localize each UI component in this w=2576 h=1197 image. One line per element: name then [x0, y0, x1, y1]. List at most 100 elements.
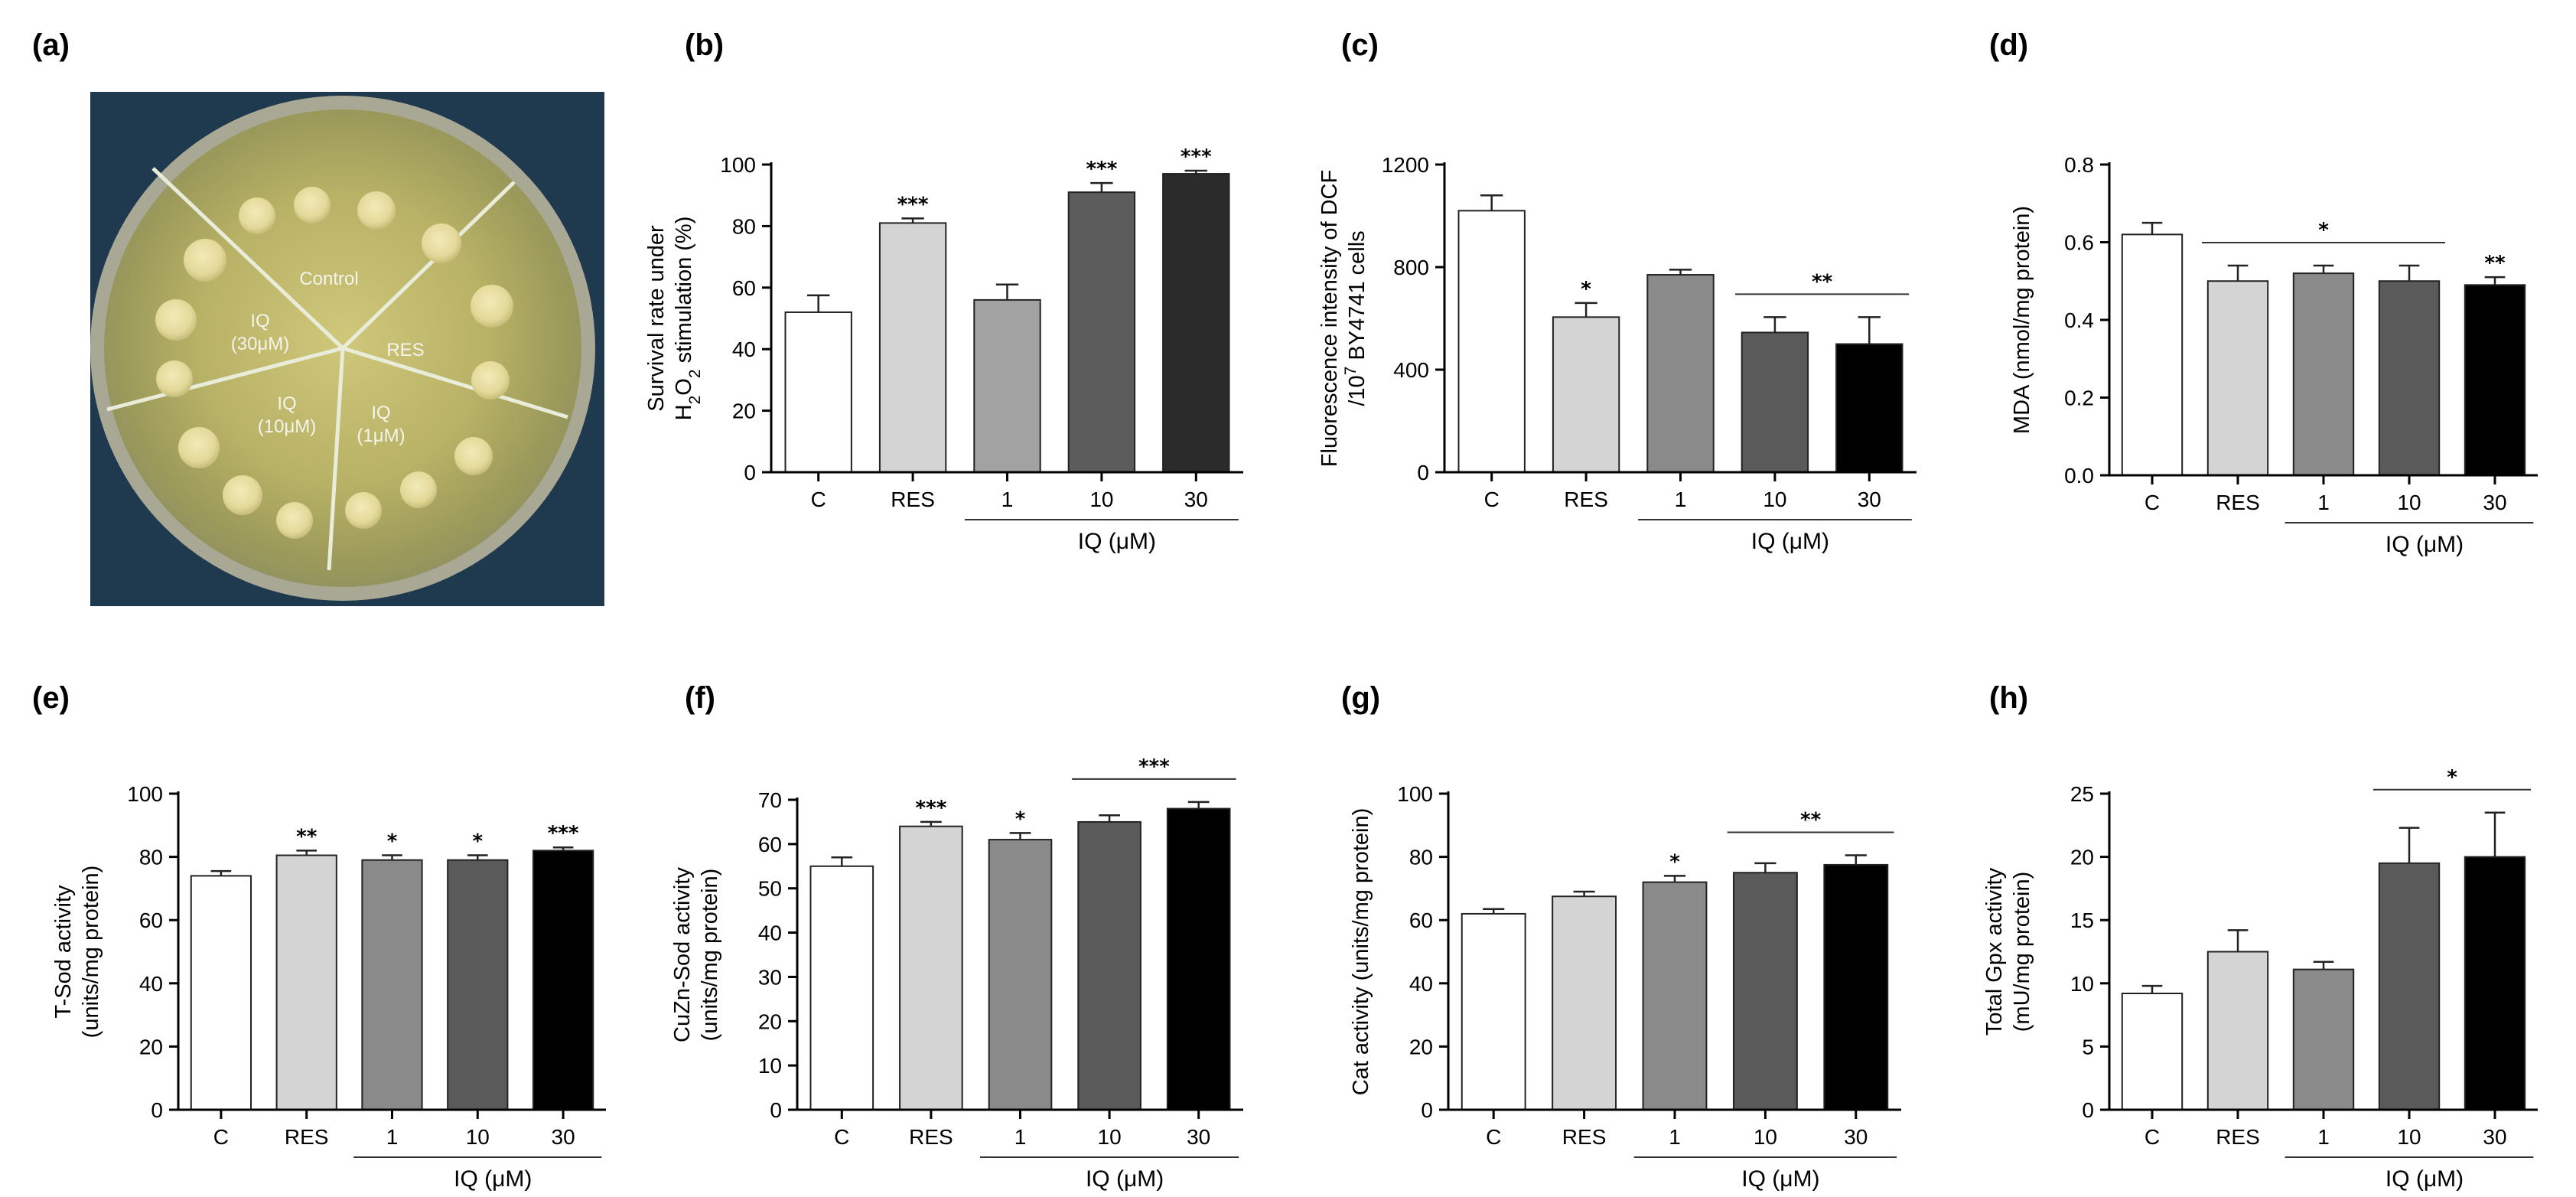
y-tick-label-e-3: 60 [139, 908, 163, 932]
bar-e-2 [361, 859, 423, 1111]
significance-e-2: * [387, 830, 398, 853]
group-sig-d-0: * [2318, 219, 2329, 242]
x-tick-label-d-0: C [2144, 491, 2160, 514]
y-tick-label-b-0: 0 [744, 461, 756, 484]
x-tick-label-c-4: 30 [1858, 488, 1881, 511]
x-tick-label-e-4: 30 [552, 1125, 575, 1149]
x-tick-label-f-3: 10 [1098, 1125, 1122, 1149]
y-axis-title-f-0: CuZn-Sod activity [670, 867, 695, 1042]
group-sig-f-0: *** [1138, 755, 1170, 778]
x-tick-label-d-4: 30 [2483, 491, 2506, 514]
bar-c-4 [1835, 343, 1904, 473]
y-tick-label-e-2: 40 [139, 972, 163, 996]
bar-d-1 [2206, 280, 2269, 476]
sector-label-res: RES [386, 340, 424, 360]
x-tick-label-g-1: RES [1562, 1125, 1607, 1149]
panel-label-f: (f) [685, 681, 715, 715]
y-tick-label-c-3: 1200 [1382, 153, 1429, 177]
x-tick-label-d-1: RES [2216, 491, 2260, 514]
bar-d-0 [2121, 233, 2184, 476]
group-sig-g-0: ** [1800, 809, 1822, 832]
bar-b-2 [973, 298, 1041, 473]
y-axis-title-e-0: T-Sod activity [51, 885, 76, 1019]
bar-c-1 [1552, 316, 1620, 474]
sector-label-iq-10um: IQ (10μM) [258, 393, 317, 437]
sector-label-iq-1um: IQ (1μM) [357, 403, 405, 446]
bar-h-2 [2292, 968, 2355, 1111]
y-axis-title-part: BY4741 cells [1345, 230, 1369, 366]
y-tick-label-b-3: 60 [732, 276, 756, 300]
bar-h-4 [2464, 856, 2526, 1111]
bar-g-4 [1823, 863, 1889, 1111]
x-tick-label-c-0: C [1484, 488, 1500, 511]
bar-h-0 [2121, 993, 2184, 1111]
significance-b-1: *** [897, 193, 929, 216]
y-tick-label-f-7: 70 [758, 788, 782, 812]
y-axis-title-g-0: Cat activity (units/mg protein) [1349, 808, 1373, 1096]
y-tick-label-h-2: 10 [2070, 972, 2094, 996]
bar-b-4 [1162, 173, 1230, 473]
y-tick-label-e-5: 100 [127, 782, 163, 806]
bar-d-3 [2378, 280, 2441, 476]
x-tick-label-f-1: RES [909, 1125, 953, 1149]
y-axis-title-part: 2 [686, 369, 704, 378]
bar-d-2 [2292, 272, 2355, 476]
panel-label-e: (e) [32, 681, 70, 715]
y-tick-label-h-4: 20 [2070, 846, 2094, 869]
x-tick-label-h-2: 1 [2317, 1125, 2330, 1149]
x-tick-label-c-3: 10 [1763, 488, 1786, 511]
bar-e-1 [275, 854, 337, 1111]
panel-label-g: (g) [1341, 681, 1380, 715]
y-tick-label-h-5: 25 [2070, 782, 2094, 806]
y-axis-title-part: O [672, 378, 696, 396]
y-tick-label-e-0: 0 [151, 1098, 163, 1122]
x-tick-label-g-2: 1 [1669, 1125, 1681, 1149]
significance-f-2: * [1015, 807, 1026, 830]
y-tick-label-h-3: 15 [2070, 908, 2094, 932]
group-label-b: IQ (μM) [1078, 529, 1156, 554]
y-axis-title-c-1: /107 BY4741 cells [1342, 230, 1370, 406]
y-tick-label-g-0: 0 [1421, 1098, 1433, 1122]
y-axis-title-part: 2 [686, 396, 704, 405]
y-tick-label-g-1: 20 [1409, 1035, 1433, 1058]
bar-f-1 [899, 825, 963, 1111]
bar-g-3 [1732, 872, 1798, 1111]
significance-e-1: ** [296, 825, 318, 848]
y-tick-label-c-0: 0 [1417, 461, 1429, 484]
panel-label-a: (a) [32, 28, 70, 62]
bar-e-3 [447, 859, 509, 1111]
significance-g-2: * [1669, 850, 1680, 873]
y-tick-label-f-0: 0 [770, 1098, 782, 1122]
yeast-colonies [155, 187, 513, 539]
x-tick-label-f-4: 30 [1187, 1125, 1210, 1149]
y-tick-label-f-1: 10 [758, 1054, 782, 1078]
x-tick-label-d-3: 10 [2397, 491, 2421, 514]
bar-b-0 [784, 311, 852, 473]
x-tick-label-h-1: RES [2216, 1125, 2260, 1149]
y-tick-label-d-2: 0.4 [2064, 308, 2094, 332]
x-tick-label-e-0: C [213, 1125, 229, 1149]
y-tick-label-b-2: 40 [732, 338, 756, 361]
chart-b: (b) *** *** *** 0 20 40 60 80 100 C RES 1 10 30 IQ (μM)… [644, 28, 1243, 554]
y-tick-label-f-6: 60 [758, 833, 782, 856]
significance-d-4: ** [2484, 252, 2506, 275]
y-tick-label-g-2: 40 [1409, 972, 1433, 996]
y-axis-title-h-0: Total Gpx activity [1982, 867, 2007, 1036]
y-tick-label-h-0: 0 [2082, 1098, 2094, 1122]
y-tick-label-f-4: 40 [758, 921, 782, 945]
group-sig-h-0: * [2447, 766, 2457, 789]
panel-label-b: (b) [685, 28, 724, 62]
sector-label-iq-30um: IQ (30μM) [231, 311, 290, 354]
y-tick-label-d-3: 0.6 [2064, 231, 2094, 255]
x-tick-label-f-2: 1 [1014, 1125, 1027, 1149]
y-axis-title-h-1: (mU/mg protein) [2010, 872, 2034, 1032]
bar-g-0 [1461, 912, 1526, 1111]
bar-b-3 [1067, 191, 1136, 473]
x-tick-label-b-4: 30 [1184, 488, 1208, 511]
significance-e-3: * [472, 830, 483, 853]
